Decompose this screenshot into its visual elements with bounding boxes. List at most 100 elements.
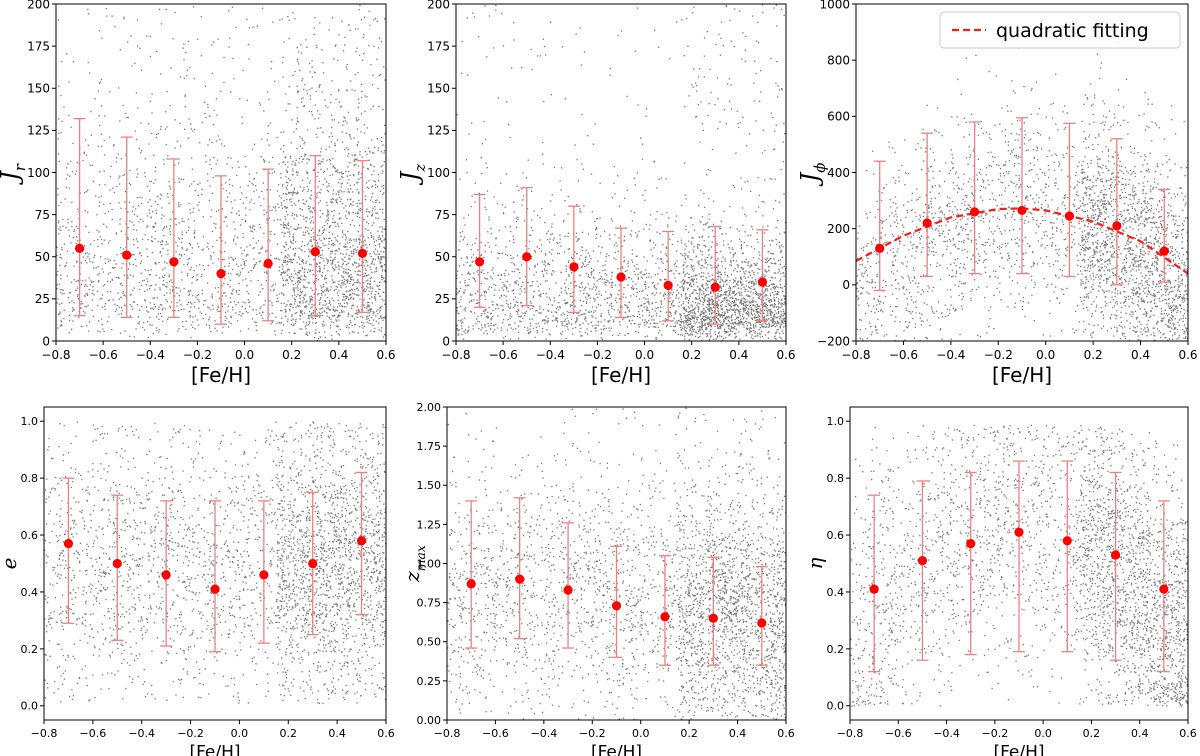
scatter-point — [368, 305, 370, 308]
scatter-point — [470, 249, 472, 251]
scatter-point — [341, 182, 343, 184]
scatter-point — [370, 293, 372, 295]
scatter-point — [291, 194, 294, 196]
scatter-point — [72, 307, 74, 309]
scatter-point — [136, 176, 138, 178]
scatter-point — [330, 286, 332, 288]
scatter-point — [269, 209, 271, 212]
scatter-point — [255, 321, 257, 324]
scatter-point — [67, 163, 69, 165]
scatter-point — [149, 324, 151, 326]
scatter-point — [597, 296, 599, 299]
scatter-point — [99, 81, 101, 83]
scatter-point — [146, 226, 148, 228]
scatter-point — [353, 160, 355, 162]
scatter-point — [343, 268, 345, 270]
scatter-point — [299, 314, 301, 317]
scatter-point — [103, 223, 105, 225]
scatter-point — [457, 291, 459, 294]
scatter-point — [356, 205, 358, 207]
scatter-point — [307, 188, 310, 191]
scatter-point — [380, 266, 382, 268]
scatter-point — [309, 182, 311, 184]
scatter-point — [542, 327, 544, 330]
scatter-point — [693, 270, 695, 272]
scatter-point — [380, 315, 382, 317]
scatter-point — [338, 315, 340, 318]
scatter-point — [239, 186, 241, 188]
scatter-point — [138, 205, 140, 207]
scatter-point — [604, 281, 606, 283]
scatter-point — [366, 261, 368, 263]
scatter-point — [750, 330, 752, 332]
scatter-point — [283, 294, 285, 296]
scatter-point — [318, 160, 320, 162]
scatter-point — [228, 257, 230, 259]
scatter-point — [757, 311, 759, 314]
scatter-point — [536, 215, 539, 217]
scatter-point — [322, 291, 325, 293]
scatter-point — [311, 66, 313, 68]
scatter-point — [566, 314, 569, 317]
scatter-point — [345, 237, 348, 239]
scatter-point — [302, 78, 304, 80]
scatter-point — [245, 214, 247, 216]
scatter-point — [301, 328, 303, 330]
scatter-point — [168, 202, 170, 204]
scatter-point — [315, 262, 318, 265]
scatter-point — [687, 319, 689, 322]
scatter-point — [341, 230, 344, 232]
scatter-point — [282, 324, 285, 326]
scatter-point — [304, 306, 307, 308]
scatter-point — [209, 163, 211, 166]
scatter-point — [323, 224, 325, 227]
scatter-point — [542, 292, 545, 295]
scatter-point — [263, 304, 265, 306]
scatter-point — [123, 294, 125, 296]
scatter-point — [355, 163, 357, 166]
scatter-point — [591, 306, 594, 308]
scatter-point — [150, 205, 153, 207]
scatter-point — [384, 269, 386, 272]
scatter-point — [689, 285, 691, 287]
scatter-point — [369, 309, 372, 312]
scatter-point — [98, 30, 101, 32]
scatter-point — [310, 298, 312, 300]
scatter-point — [754, 330, 756, 333]
scatter-point — [361, 202, 363, 204]
scatter-point — [382, 316, 384, 319]
scatter-point — [191, 303, 193, 305]
scatter-point — [88, 253, 90, 255]
scatter-point — [304, 153, 306, 155]
scatter-point — [76, 287, 79, 289]
scatter-point — [205, 313, 207, 316]
scatter-point — [380, 330, 382, 332]
scatter-point — [188, 291, 190, 293]
scatter-point — [205, 161, 207, 163]
scatter-point — [210, 255, 212, 257]
scatter-point — [681, 19, 683, 21]
scatter-point — [746, 325, 748, 327]
scatter-point — [244, 265, 246, 267]
scatter-point — [122, 291, 125, 293]
scatter-point — [586, 293, 588, 295]
scatter-point — [562, 321, 564, 323]
scatter-point — [246, 99, 248, 101]
scatter-point — [560, 320, 562, 323]
scatter-point — [175, 218, 177, 220]
scatter-point — [180, 309, 182, 311]
scatter-point — [727, 243, 729, 245]
scatter-point — [756, 308, 758, 310]
scatter-point — [702, 304, 704, 306]
scatter-point — [313, 232, 315, 234]
scatter-point — [301, 259, 304, 261]
scatter-point — [335, 98, 337, 101]
scatter-point — [513, 271, 515, 273]
scatter-point — [366, 334, 368, 336]
scatter-point — [351, 289, 353, 291]
scatter-point — [326, 307, 328, 309]
scatter-point — [506, 101, 508, 103]
scatter-point — [761, 324, 763, 326]
scatter-point — [313, 238, 315, 240]
scatter-point — [197, 183, 199, 185]
